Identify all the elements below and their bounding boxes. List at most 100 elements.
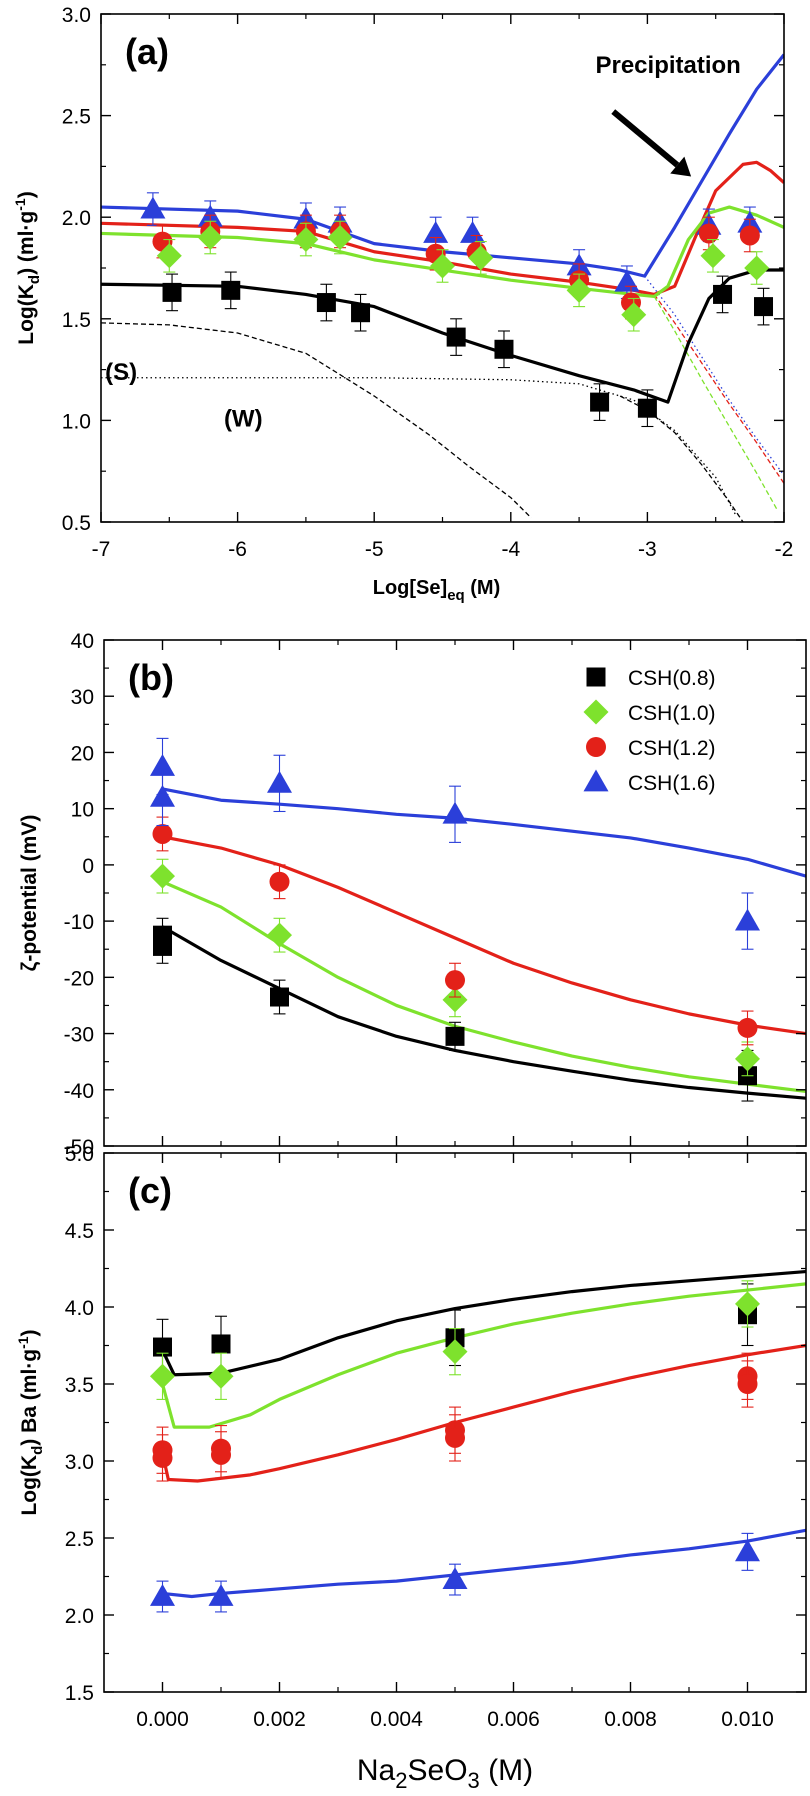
x-axis-label: Log[Se]eq (M) bbox=[373, 577, 501, 604]
panel-b: -50 -40 -30 -20 -10 0 10 20 30 40 (b) ζ-potential (… bbox=[18, 630, 807, 1159]
data-point bbox=[713, 284, 733, 304]
data-point bbox=[442, 987, 468, 1013]
data-point bbox=[468, 245, 494, 271]
fit-line-CSH16 bbox=[162, 1528, 806, 1599]
y-axis-label: Log(Kd) (ml·g-1) bbox=[12, 191, 43, 344]
plot-area bbox=[150, 1269, 806, 1613]
x-tick-label: -5 bbox=[365, 538, 384, 561]
data-point bbox=[735, 1539, 760, 1562]
annotation: (S) bbox=[105, 359, 137, 386]
data-point bbox=[737, 1374, 758, 1394]
y-tick-label: -20 bbox=[64, 967, 94, 990]
y-tick-label: 1.5 bbox=[65, 1682, 94, 1705]
precipitation-arrow bbox=[611, 109, 680, 168]
y-tick-label: -10 bbox=[64, 911, 94, 934]
annotation: (W) bbox=[224, 405, 263, 432]
data-point bbox=[446, 327, 466, 347]
data-point bbox=[423, 220, 449, 243]
legend-marker bbox=[583, 769, 609, 792]
x-tick-label: 0.002 bbox=[253, 1708, 306, 1731]
legend-marker bbox=[586, 667, 606, 687]
y-tick-label: 0.5 bbox=[62, 512, 91, 535]
component-line-0 bbox=[101, 322, 532, 519]
x-tick-label: -2 bbox=[775, 538, 794, 561]
fit-line-CSH12 bbox=[160, 1343, 806, 1483]
data-point bbox=[445, 1427, 465, 1448]
data-point bbox=[735, 1291, 760, 1317]
data-point bbox=[140, 196, 166, 219]
data-point bbox=[460, 220, 486, 243]
data-point bbox=[735, 908, 760, 931]
data-point bbox=[152, 1447, 173, 1468]
y-tick-label: 4.0 bbox=[65, 1297, 94, 1320]
y-tick-label: 30 bbox=[71, 686, 94, 709]
data-point bbox=[208, 1363, 234, 1389]
data-point bbox=[737, 1017, 758, 1038]
y-axis-label: Log(Kd) Ba (ml·g-1) bbox=[15, 1329, 46, 1515]
data-point bbox=[156, 243, 182, 269]
x-tick-label: -6 bbox=[228, 538, 247, 561]
fit-line-CSH16 bbox=[162, 787, 806, 878]
legend-label: CSH(0.8) bbox=[628, 667, 716, 690]
y-tick-label: 3.0 bbox=[65, 1451, 94, 1474]
fit-line-CSH16 bbox=[101, 53, 784, 278]
y-tick-label: -40 bbox=[64, 1080, 94, 1103]
y-axis-label: ζ-potential (mV) bbox=[18, 815, 41, 972]
legend-label: CSH(1.0) bbox=[628, 702, 716, 725]
data-point bbox=[754, 297, 774, 317]
component-line-3 bbox=[653, 296, 778, 511]
data-point bbox=[442, 1339, 468, 1365]
x-tick-label: 0.010 bbox=[721, 1708, 774, 1731]
data-point bbox=[316, 293, 336, 313]
panel-label: (b) bbox=[128, 657, 174, 698]
y-tick-label: 2.0 bbox=[65, 1605, 94, 1628]
fit-line-CSH12 bbox=[162, 835, 806, 1036]
data-point bbox=[445, 1026, 465, 1046]
data-point bbox=[267, 770, 292, 793]
data-point bbox=[327, 225, 353, 251]
data-point bbox=[211, 1334, 231, 1354]
panel-a: 0.5 1.0 1.5 2.0 2.5 3.0 -7 -6 -5 -4 -3 -2 (a) Log(Kd)… bbox=[12, 4, 793, 604]
component-line-1 bbox=[101, 377, 737, 517]
data-point bbox=[293, 227, 319, 253]
plot-area bbox=[101, 53, 784, 522]
data-point bbox=[566, 277, 592, 303]
data-point bbox=[735, 1046, 760, 1072]
y-tick-label: 2.5 bbox=[65, 1528, 94, 1551]
x-tick-label: -3 bbox=[638, 538, 657, 561]
fit-line-CSH08 bbox=[161, 925, 806, 1100]
data-point bbox=[442, 1567, 468, 1589]
legend-label: CSH(1.6) bbox=[628, 772, 716, 795]
data-point bbox=[150, 1584, 175, 1606]
data-point bbox=[494, 339, 514, 359]
data-point bbox=[152, 823, 173, 844]
y-tick-label: 1.0 bbox=[62, 410, 91, 433]
panel-label: (c) bbox=[128, 1170, 172, 1211]
x-tick-label: 0.006 bbox=[487, 1708, 540, 1731]
y-tick-label: 40 bbox=[71, 630, 94, 653]
component-line-4 bbox=[653, 294, 784, 484]
y-tick-label: 0 bbox=[82, 855, 94, 878]
plot-area bbox=[150, 737, 806, 1102]
data-point bbox=[351, 303, 371, 323]
y-tick-label: 20 bbox=[71, 742, 94, 765]
fit-line-CSH10 bbox=[161, 880, 806, 1094]
legend-marker bbox=[583, 699, 609, 725]
y-tick-label: 2.0 bbox=[62, 207, 91, 230]
data-point bbox=[150, 863, 175, 889]
data-point bbox=[269, 871, 290, 892]
data-point bbox=[208, 1584, 234, 1606]
data-point bbox=[270, 987, 289, 1007]
data-point bbox=[150, 1363, 175, 1389]
data-point bbox=[445, 970, 465, 991]
data-point bbox=[621, 302, 647, 328]
data-point bbox=[150, 784, 175, 807]
y-tick-label: -30 bbox=[64, 1024, 94, 1047]
component-line-5 bbox=[644, 275, 784, 476]
fit-line-CSH08 bbox=[101, 268, 784, 404]
data-point bbox=[744, 255, 770, 281]
data-point bbox=[221, 280, 241, 300]
data-point bbox=[698, 223, 719, 244]
y-tick-label: 2.5 bbox=[62, 106, 91, 129]
y-tick-label: 3.5 bbox=[65, 1374, 94, 1397]
